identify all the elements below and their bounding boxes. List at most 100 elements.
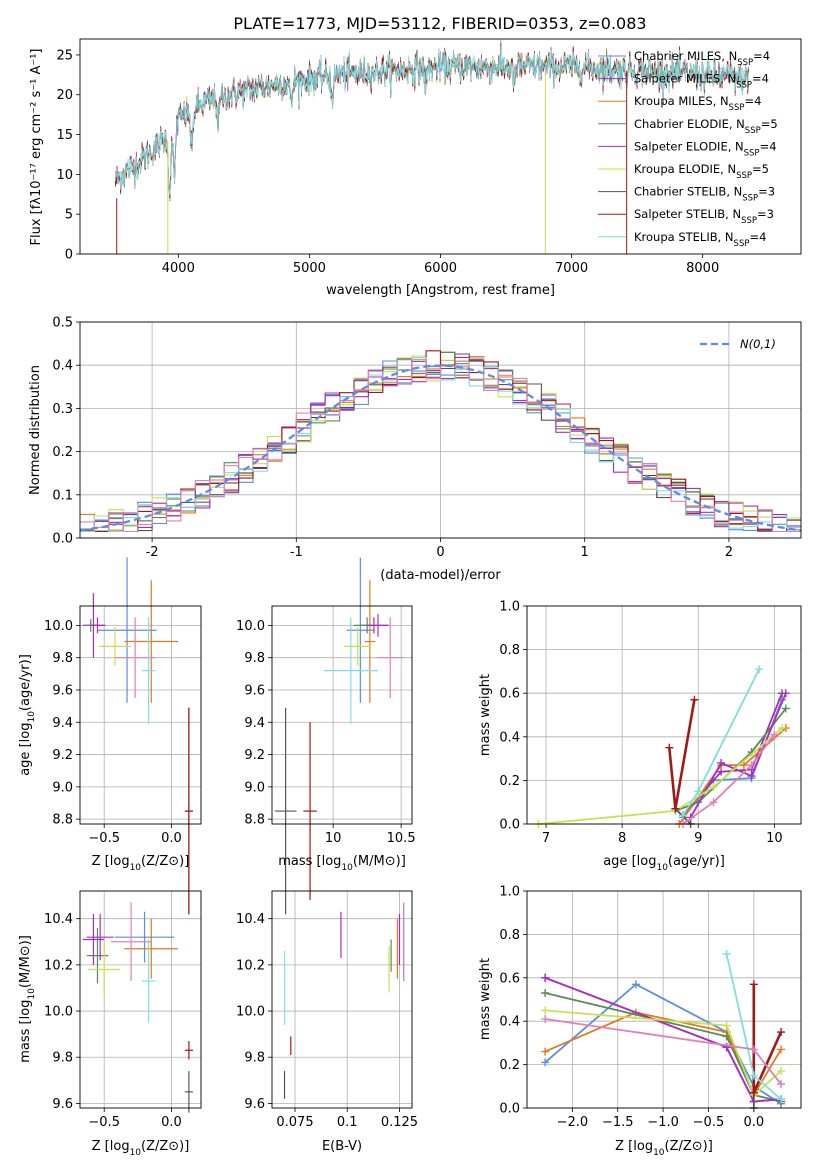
y-tick-label: 0.4 (499, 730, 520, 745)
x-tick-label: 10.5 (387, 831, 416, 846)
weight-point-marker (541, 988, 550, 997)
y-tick-label: 1.0 (499, 600, 520, 615)
y-tick-label: 10.4 (236, 912, 265, 927)
x-tick-label: 0.0 (743, 1115, 764, 1130)
y-tick-label: 10.2 (44, 958, 73, 973)
x-tick-label: 0.0 (161, 1115, 182, 1130)
x-tick-label: 7 (542, 831, 550, 846)
normal-curve-line (79, 364, 802, 532)
axes-weight_vs_Z: −2.0 −1.5 −1.0 −0.5 0.0 0.0 0.2 0.4 0.6 0.8 1.0 Z [… (478, 885, 802, 1158)
residuals-xlabel: (data-model)/error (380, 568, 501, 583)
x-tick-label: -2 (146, 545, 159, 560)
figure-title: PLATE=1773, MJD=53112, FIBERID=0353, z=0… (233, 14, 646, 33)
weight-point-marker (541, 1047, 550, 1056)
weight-z-xlabel: Z [log10(Z/Z⊙)] (615, 1139, 713, 1158)
weight-series-line (752, 984, 783, 1094)
weight-series-line (682, 734, 776, 825)
weight-point-marker (679, 811, 688, 820)
x-tick-label: 10 (325, 831, 342, 846)
x-tick-label: −2.0 (557, 1115, 589, 1130)
axes-frame (79, 38, 802, 255)
residuals-ylabel: Normed distribution (28, 365, 43, 495)
weight-point-marker (747, 772, 756, 781)
y-tick-label: 9.2 (52, 748, 73, 763)
y-tick-label: 9.6 (244, 1097, 265, 1112)
weight-point-marker (541, 1058, 550, 1067)
weight-point-marker (709, 798, 718, 807)
x-tick-label: 8000 (686, 261, 719, 276)
age-mass-xlabel: mass [log10(M/M⊙)] (278, 854, 406, 873)
weight-point-marker (781, 689, 790, 698)
y-tick-label: 9.6 (52, 1097, 73, 1112)
legend-entry: N(0,1) (740, 337, 776, 351)
weight-z-ylabel: mass weight (478, 958, 493, 1040)
legend-entry: Chabrier STELIB, NSSP=3 (634, 185, 775, 204)
weight-point-marker (777, 724, 786, 733)
weight-point-marker (777, 1067, 786, 1076)
weight-point-marker (777, 1045, 786, 1054)
age-z-xlabel: Z [log10(Z/Z⊙)] (92, 854, 190, 873)
legend-entry: Salpeter STELIB, NSSP=3 (634, 207, 774, 226)
y-tick-label: 0.4 (499, 1015, 520, 1030)
y-tick-label: 8.8 (244, 813, 265, 828)
y-tick-label: 0.2 (499, 774, 520, 789)
weight-point-marker (770, 730, 779, 739)
weight-point-marker (541, 1015, 550, 1024)
axes-mass_vs_ebv: 0.075 0.1 0.125 9.6 9.8 10.0 10.2 10.4 E(B-V) (236, 890, 418, 1154)
y-tick-label: 15 (56, 128, 73, 143)
axes-frame (526, 890, 802, 1109)
axes-age_vs_mass: 10 10.5 8.8 9.0 9.2 9.4 9.6 9.8 10.0 mass [log10(… (236, 557, 416, 915)
y-tick-label: 0.2 (52, 445, 73, 460)
weight-point-marker (781, 704, 790, 713)
y-tick-label: 9.8 (244, 1051, 265, 1066)
x-tick-label: 0.125 (381, 1115, 418, 1130)
x-tick-label: 0.0 (161, 831, 182, 846)
axes-frame (79, 890, 202, 1109)
weight-point-marker (665, 743, 674, 752)
y-tick-label: 10.0 (236, 619, 265, 634)
y-tick-label: 9.8 (52, 1051, 73, 1066)
x-tick-label: 0.075 (276, 1115, 313, 1130)
weight-point-marker (541, 1006, 550, 1015)
y-tick-label: 1.0 (499, 885, 520, 900)
y-tick-label: 9.6 (244, 683, 265, 698)
y-tick-label: 10.2 (236, 958, 265, 973)
spectrum-series-line (115, 45, 749, 196)
x-tick-label: −1.5 (602, 1115, 634, 1130)
weight-point-marker (690, 695, 699, 704)
y-tick-label: 9.4 (52, 716, 73, 731)
y-tick-label: 9.0 (244, 780, 265, 795)
y-tick-label: 0.2 (499, 1058, 520, 1073)
y-tick-label: 0.4 (52, 359, 73, 374)
mass-z-ylabel: mass [log10(M/M⊙)] (18, 935, 37, 1063)
weight-point-marker (717, 758, 726, 767)
spectrum-ylabel: Flux [fλ10⁻¹⁷ erg cm⁻² s⁻¹ A⁻¹] (29, 49, 44, 246)
axes-spectrum: 4000 5000 6000 7000 8000 0 5 10 15 20 25 wavelength… (29, 38, 802, 298)
y-tick-label: 10.0 (44, 1005, 73, 1020)
x-tick-label: 0.1 (337, 1115, 358, 1130)
x-tick-label: −0.5 (88, 1115, 120, 1130)
weight-point-marker (749, 980, 758, 989)
weight-point-marker (722, 949, 731, 958)
y-tick-label: 9.2 (244, 748, 265, 763)
weight-point-marker (739, 761, 748, 770)
x-tick-label: −1.0 (647, 1115, 679, 1130)
y-tick-label: 9.0 (52, 780, 73, 795)
y-tick-label: 10.4 (44, 912, 73, 927)
axes-frame (271, 890, 413, 1109)
histogram-series-line (80, 351, 801, 533)
x-tick-label: 1 (581, 545, 589, 560)
y-tick-label: 9.4 (244, 716, 265, 731)
y-tick-label: 0.0 (52, 532, 73, 547)
weight-point-marker (749, 1071, 758, 1080)
y-tick-label: 9.8 (244, 651, 265, 666)
y-tick-label: 0.5 (52, 316, 73, 331)
x-tick-label: -1 (290, 545, 303, 560)
y-tick-label: 5 (65, 208, 73, 223)
axes-frame (79, 605, 202, 825)
y-tick-label: 0.6 (499, 971, 520, 986)
legend-entry: Kroupa ELODIE, NSSP=5 (634, 162, 769, 181)
weight-point-marker (671, 804, 680, 813)
weight-series-line (682, 668, 760, 816)
